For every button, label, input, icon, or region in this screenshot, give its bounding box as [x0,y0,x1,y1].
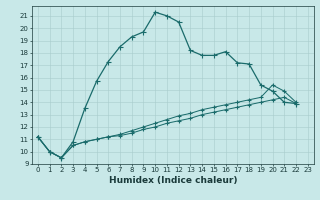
X-axis label: Humidex (Indice chaleur): Humidex (Indice chaleur) [108,176,237,185]
